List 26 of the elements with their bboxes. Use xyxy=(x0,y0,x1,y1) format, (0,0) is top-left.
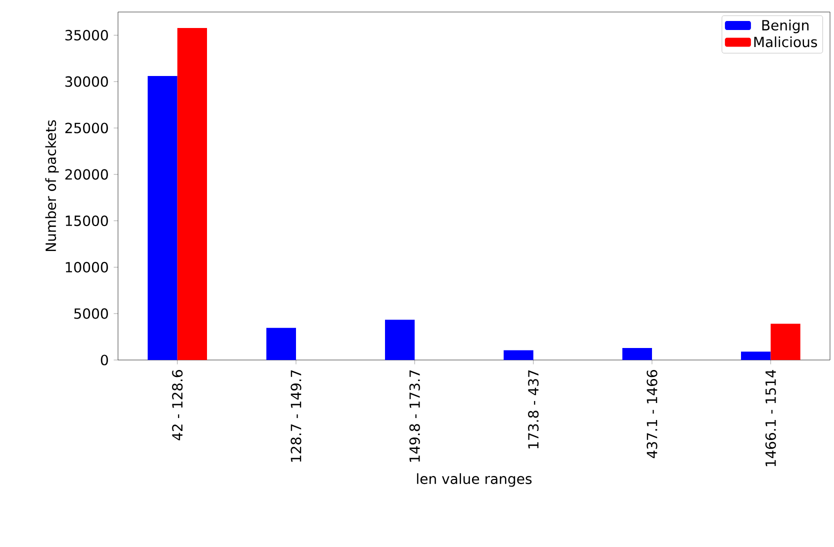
bar xyxy=(622,348,652,360)
x-tick-label: 173.8 - 437 xyxy=(528,370,539,448)
bar xyxy=(741,352,771,360)
bar xyxy=(266,328,296,360)
bar xyxy=(177,28,208,360)
y-tick-label: 25000 xyxy=(65,122,108,134)
bar xyxy=(504,350,534,360)
legend-label: Benign xyxy=(762,20,808,34)
y-tick-label: 15000 xyxy=(66,216,108,226)
x-tick-label: 42 - 128.6 xyxy=(172,370,183,440)
bar xyxy=(385,320,415,360)
x-tick-label: 437.1 - 1466 xyxy=(646,370,658,458)
x-axis-title: len value ranges xyxy=(417,473,532,487)
legend-label: Malicious xyxy=(754,36,818,48)
y-tick-label: 20000 xyxy=(65,169,108,180)
x-tick-label: 128.7 - 149.7 xyxy=(290,370,302,462)
y-axis-title: Number of packets xyxy=(45,120,59,252)
y-tick-label: 0 xyxy=(100,354,108,366)
y-tick-label: 5000 xyxy=(74,308,108,319)
y-tick-label: 35000 xyxy=(65,30,108,40)
y-tick-label: 30000 xyxy=(65,76,108,87)
x-tick-label: 149.8 - 173.7 xyxy=(409,370,420,462)
bar xyxy=(148,76,178,360)
y-tick-label: 10000 xyxy=(66,262,108,272)
x-tick-label: 1466.1 - 1514 xyxy=(765,370,776,466)
bar xyxy=(770,324,800,360)
